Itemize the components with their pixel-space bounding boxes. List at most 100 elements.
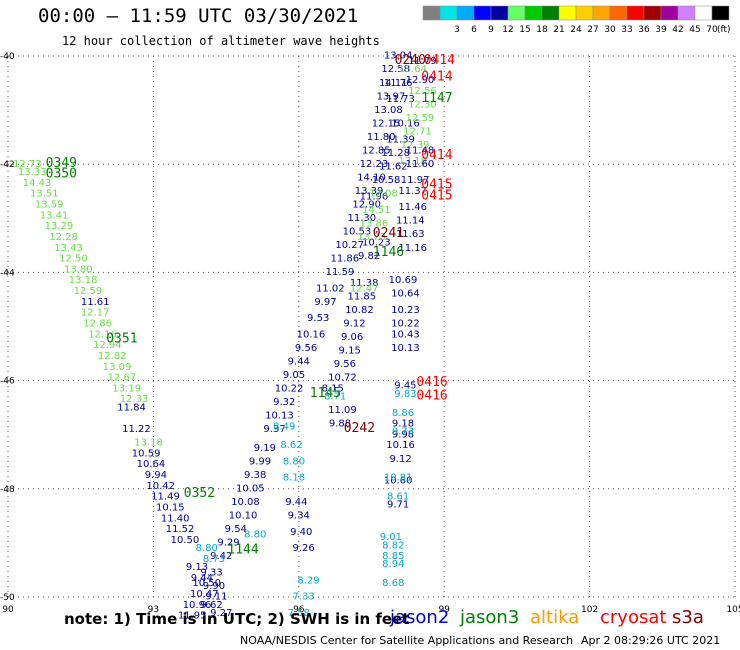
- legend-label: 42: [672, 25, 683, 35]
- wave-height-value: 8.73: [203, 554, 225, 565]
- pass-time-label: 0350: [46, 167, 77, 182]
- wave-height-value: 12.50: [59, 254, 88, 265]
- wave-height-value: 12.16: [88, 329, 117, 340]
- wave-height-value: 10.43: [391, 329, 420, 340]
- wave-height-value: 10.53: [343, 227, 372, 238]
- wave-height-value: 11.85: [347, 291, 376, 302]
- pass-time-label: 0414: [421, 69, 452, 84]
- wave-height-value: 9.18: [392, 419, 414, 430]
- wave-height-value: 9.27: [210, 608, 232, 619]
- wave-height-value: 9.33: [200, 567, 222, 578]
- legend-label: 45: [689, 25, 700, 35]
- pass-time-label: 0414: [424, 53, 455, 68]
- wave-height-value: 9.19: [254, 443, 276, 454]
- wave-height-value: 13.04: [384, 51, 413, 62]
- wave-height-value: 14.51: [362, 205, 391, 216]
- wave-height-value: 12.30: [408, 99, 437, 110]
- wave-height-value: 8.80: [283, 456, 305, 467]
- wave-height-value: 12.39: [401, 140, 430, 151]
- wave-height-value: 13.19: [112, 383, 141, 394]
- wave-height-value: 9.13: [186, 562, 208, 573]
- credit-timestamp: Apr 2 08:29:26 UTC 2021: [581, 634, 721, 647]
- wave-height-value: 10.50: [192, 578, 221, 589]
- wave-height-value: 11.97: [401, 175, 430, 186]
- wave-height-value: 12.67: [108, 373, 137, 384]
- wave-height-value: 12.82: [98, 351, 127, 362]
- pass-time-label: 0242: [344, 421, 375, 436]
- wave-height-value: 11.61: [81, 297, 110, 308]
- x-tick-label: 99: [438, 605, 450, 615]
- legend-label: 15: [519, 25, 530, 35]
- wave-height-value: 13.51: [30, 189, 59, 200]
- wave-height-value: 9.42: [210, 551, 232, 562]
- plot-area: 90939699102105-40-42-44-46-48-5012.7313.…: [0, 51, 740, 620]
- wave-height-value: 9.05: [283, 370, 305, 381]
- wave-height-value: 8.80: [196, 543, 218, 554]
- legend-label: 3: [454, 25, 460, 35]
- wave-height-value: 12.47: [350, 283, 379, 294]
- wave-height-value: 13.73: [357, 232, 386, 243]
- legend-label: 36: [638, 25, 650, 35]
- wave-height-value: 9.54: [225, 524, 247, 535]
- legend-label: 33: [621, 25, 632, 35]
- pass-time-label: 0351: [106, 332, 137, 347]
- wave-height-value: 9.56: [295, 343, 317, 354]
- wave-height-value: 13.41: [40, 210, 69, 221]
- wave-height-value: 10.22: [275, 383, 304, 394]
- x-tick-label: 90: [2, 605, 14, 615]
- wave-height-value: 13.80: [64, 264, 93, 275]
- wave-height-value: 9.56: [334, 359, 356, 370]
- wave-height-value: 8.61: [387, 492, 409, 503]
- wave-height-value: 9.38: [244, 470, 266, 481]
- legend-label: 27: [587, 25, 598, 35]
- wave-height-value: 10.64: [391, 289, 420, 300]
- x-tick-label: 96: [293, 605, 305, 615]
- wave-height-value: 10.42: [146, 481, 175, 492]
- wave-height-value: 12.23: [360, 159, 389, 170]
- pass-time-label: 0415: [421, 188, 452, 203]
- legend-label: 39: [655, 25, 667, 35]
- wave-height-value: 9.34: [288, 511, 310, 522]
- wave-height-value: 12.85: [362, 145, 391, 156]
- pass-time-label: 1144: [227, 543, 258, 558]
- wave-height-value: 12.90: [406, 75, 435, 86]
- wave-height-value: 11.96: [360, 191, 389, 202]
- chart-subtitle: 12 hour collection of altimeter wave hei…: [62, 34, 380, 48]
- legend-label: 24: [570, 25, 582, 35]
- wave-height-value: 12.15: [372, 118, 401, 129]
- wave-height-value: 9.62: [200, 600, 222, 611]
- legend-label: 18: [536, 25, 548, 35]
- wave-height-value: 12.73: [13, 159, 42, 170]
- wave-height-value: 11.63: [396, 229, 425, 240]
- wave-height-value: 10.23: [391, 305, 420, 316]
- wave-height-value: 13.39: [355, 186, 384, 197]
- wave-height-value: 12.71: [403, 126, 432, 137]
- wave-height-value: 7.33: [293, 592, 315, 603]
- legend-label: 30: [604, 25, 616, 35]
- wave-height-value: 10.23: [362, 237, 391, 248]
- wave-height-value: 14.10: [357, 172, 386, 183]
- satellite-name-jason2: jason2: [390, 607, 450, 628]
- wave-height-value: 11.09: [328, 405, 357, 416]
- y-tick-label: -42: [0, 160, 15, 170]
- wave-height-value: 9.44: [191, 573, 213, 584]
- wave-height-value: 8.15: [322, 383, 344, 394]
- wave-height-value: 12.28: [49, 232, 78, 243]
- wave-height-value: 9.73: [392, 427, 414, 438]
- pass-time-label: 0241: [373, 226, 404, 241]
- y-tick-label: -48: [0, 485, 15, 495]
- legend-swatch: [711, 5, 730, 21]
- wave-height-value: 8.68: [382, 578, 404, 589]
- wave-height-value: 9.06: [341, 332, 363, 343]
- wave-height-value: 10.82: [345, 305, 374, 316]
- wave-height-value: 11.48: [406, 145, 435, 156]
- legend-unit: (ft): [717, 25, 731, 35]
- wave-height-value: 13.43: [54, 243, 83, 254]
- wave-height-value: 10.13: [265, 410, 294, 421]
- wave-height-value: 10.27: [335, 240, 364, 251]
- wave-height-value: 11.22: [122, 424, 151, 435]
- legend-label: 12: [502, 25, 513, 35]
- pass-time-label: 1147: [421, 91, 452, 106]
- wave-height-value: 9.37: [263, 424, 285, 435]
